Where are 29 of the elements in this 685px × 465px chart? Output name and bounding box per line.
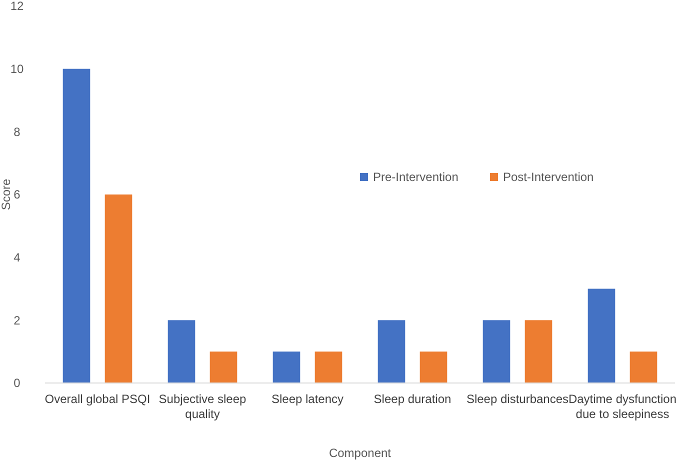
bar <box>104 194 132 383</box>
bar <box>62 68 90 383</box>
legend-label: Post-Intervention <box>503 170 594 184</box>
x-tick-label: Subjective sleep quality <box>158 392 247 421</box>
y-axis-title: Score <box>0 178 13 210</box>
bar <box>314 352 342 383</box>
bar <box>524 320 552 383</box>
legend-label: Pre-Intervention <box>373 170 458 184</box>
x-tick-label: Sleep duration <box>374 392 452 406</box>
y-tick-label: 8 <box>14 124 21 139</box>
x-tick-label: Sleep disturbances <box>466 392 569 406</box>
bar <box>272 352 300 383</box>
x-tick-label: Sleep latency <box>271 392 344 406</box>
y-tick-label: 0 <box>14 376 21 390</box>
y-tick-label: 10 <box>10 62 24 76</box>
bar <box>482 320 510 383</box>
y-tick-label: 6 <box>14 188 21 202</box>
y-tick-label: 2 <box>14 313 21 328</box>
x-tick-label: Overall global PSQI <box>44 392 150 406</box>
bar <box>420 352 448 383</box>
x-tick-label: Daytime dysfunction due to sleepiness <box>568 392 677 421</box>
bar <box>630 352 658 383</box>
bar <box>588 288 616 383</box>
bar <box>210 352 238 383</box>
x-axis-title: Component <box>328 446 392 460</box>
y-tick-label: 4 <box>14 250 21 265</box>
bar <box>168 320 196 383</box>
y-tick-label: 12 <box>10 0 24 14</box>
bar <box>378 320 406 383</box>
